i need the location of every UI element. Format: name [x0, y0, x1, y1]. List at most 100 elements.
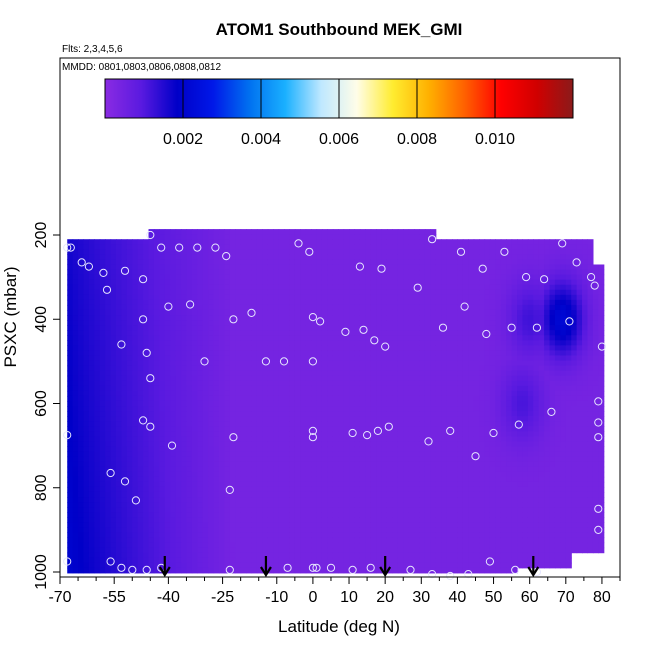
heatmap-cell [191, 522, 198, 528]
heatmap-cell [381, 274, 388, 281]
heatmap-cell [419, 466, 426, 473]
heatmap-cell [441, 431, 448, 437]
heatmap-cell [457, 355, 464, 362]
heatmap-cell [121, 370, 128, 377]
heatmap-cell [213, 335, 220, 341]
heatmap-cell [105, 517, 112, 523]
heatmap-cell [197, 532, 204, 539]
heatmap-cell [105, 289, 112, 296]
heatmap-cell [191, 380, 198, 387]
heatmap-cell [359, 234, 366, 240]
heatmap-cell [224, 309, 231, 316]
heatmap-cell [72, 512, 79, 518]
heatmap-cell [403, 375, 410, 382]
heatmap-cell [83, 557, 90, 564]
heatmap-cell [354, 567, 361, 574]
heatmap-cell [414, 249, 421, 255]
heatmap-cell [148, 431, 155, 437]
heatmap-cell [229, 481, 236, 488]
heatmap-cell [359, 431, 366, 437]
heatmap-cell [446, 269, 453, 276]
heatmap-cell [159, 259, 166, 266]
heatmap-cell [278, 502, 285, 508]
heatmap-cell [110, 365, 117, 372]
heatmap-cell [224, 254, 231, 261]
heatmap-cell [181, 355, 188, 362]
heatmap-cell [289, 522, 296, 528]
heatmap-cell [94, 304, 101, 311]
heatmap-cell [78, 466, 85, 473]
heatmap-cell [83, 441, 90, 448]
heatmap-cell [408, 239, 415, 245]
heatmap-cell [462, 390, 469, 397]
heatmap-cell [354, 385, 361, 392]
heatmap-cell [191, 476, 198, 483]
heatmap-cell [251, 244, 258, 250]
heatmap-cell [99, 395, 106, 402]
heatmap-cell [88, 431, 95, 437]
heatmap-cell [294, 380, 301, 387]
heatmap-cell [213, 502, 220, 508]
heatmap-cell [121, 471, 128, 478]
heatmap-cell [338, 517, 345, 523]
heatmap-cell [159, 345, 166, 352]
heatmap-cell [164, 375, 171, 382]
heatmap-cell [251, 320, 258, 326]
heatmap-cell [170, 320, 177, 326]
heatmap-cell [72, 406, 79, 412]
heatmap-cell [105, 557, 112, 564]
heatmap-cell [78, 507, 85, 513]
heatmap-cell [316, 345, 323, 352]
heatmap-cell [153, 426, 160, 432]
heatmap-cell [175, 340, 182, 346]
heatmap-cell [191, 451, 198, 458]
heatmap-cell [289, 542, 296, 549]
heatmap-cell [191, 345, 198, 352]
heatmap-cell [424, 406, 431, 412]
heatmap-cell [229, 244, 236, 250]
heatmap-cell [397, 547, 404, 554]
heatmap-cell [284, 466, 291, 473]
heatmap-cell [159, 436, 166, 443]
heatmap-cell [175, 315, 182, 321]
heatmap-cell [148, 345, 155, 352]
heatmap-cell [441, 436, 448, 443]
heatmap-cell [208, 299, 215, 306]
heatmap-cell [72, 431, 79, 437]
heatmap-cell [273, 552, 280, 559]
heatmap-cell [408, 421, 415, 427]
heatmap-cell [441, 345, 448, 352]
heatmap-cell [267, 411, 274, 417]
heatmap-cell [116, 446, 123, 453]
heatmap-cell [305, 481, 312, 488]
heatmap-cell [349, 466, 356, 473]
heatmap-cell [67, 471, 74, 478]
heatmap-cell [191, 234, 198, 240]
heatmap-cell [235, 491, 242, 498]
heatmap-cell [370, 466, 377, 473]
heatmap-cell [110, 497, 117, 503]
heatmap-cell [305, 436, 312, 443]
heatmap-cell [170, 244, 177, 250]
heatmap-cell [78, 335, 85, 341]
heatmap-cell [110, 421, 117, 427]
heatmap-cell [392, 502, 399, 508]
heatmap-cell [267, 436, 274, 443]
heatmap-cell [305, 320, 312, 326]
heatmap-cell [99, 249, 106, 255]
heatmap-cell [240, 400, 247, 407]
heatmap-cell [78, 340, 85, 346]
heatmap-cell [170, 254, 177, 261]
heatmap-cell [441, 411, 448, 417]
heatmap-cell [246, 299, 253, 306]
heatmap-cell [305, 264, 312, 271]
heatmap-cell [289, 497, 296, 503]
heatmap-cell [170, 507, 177, 513]
heatmap-cell [430, 426, 437, 432]
heatmap-cell [110, 527, 117, 533]
heatmap-cell [386, 320, 393, 326]
heatmap-cell [175, 259, 182, 266]
heatmap-cell [273, 497, 280, 503]
heatmap-cell [218, 562, 225, 569]
heatmap-cell [240, 390, 247, 397]
